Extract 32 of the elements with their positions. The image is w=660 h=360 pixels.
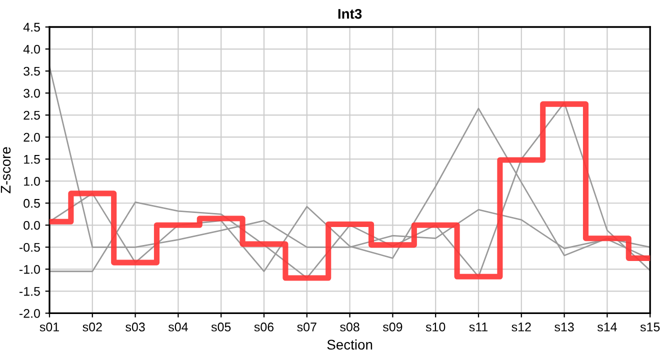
x-tick-label: s03 — [126, 322, 145, 332]
y-tick-label: 3.0 — [24, 88, 40, 98]
x-tick-label: s02 — [82, 322, 102, 332]
x-tick-label: s11 — [469, 322, 488, 332]
x-axis-title: Section — [327, 339, 372, 350]
y-tick-label: -2.0 — [19, 309, 40, 318]
y-tick-label: 4.0 — [23, 44, 40, 54]
x-tick-label: s05 — [211, 322, 231, 332]
y-tick-label: 4.5 — [23, 22, 40, 32]
x-tick-label: s10 — [426, 322, 446, 332]
y-tick-label: -0.5 — [19, 242, 40, 252]
x-tick-label: s08 — [340, 322, 360, 332]
y-tick-label: 0.0 — [24, 220, 40, 230]
x-tick-label: s04 — [168, 322, 188, 332]
y-tick-label: 3.5 — [24, 66, 40, 76]
x-tick-label: s07 — [297, 322, 316, 332]
x-tick-label: s15 — [640, 322, 660, 332]
y-tick-label: 1.0 — [24, 176, 40, 186]
y-tick-label: -1.0 — [19, 264, 40, 274]
y-tick-label: 2.0 — [24, 132, 40, 142]
y-tick-label: 0.5 — [24, 198, 40, 208]
y-tick-label: -1.5 — [19, 287, 40, 296]
x-tick-label: s13 — [554, 322, 574, 332]
y-axis-title: Z-score — [0, 147, 11, 194]
y-tick-label: 1.5 — [24, 155, 40, 164]
y-tick-label: 2.5 — [24, 110, 40, 120]
chart-title: Int3 — [338, 8, 362, 19]
x-tick-label: s14 — [597, 322, 617, 332]
x-tick-label: s09 — [382, 322, 402, 332]
x-tick-label: s12 — [512, 322, 531, 332]
x-tick-label: s01 — [40, 322, 59, 332]
x-tick-label: s06 — [254, 322, 274, 332]
